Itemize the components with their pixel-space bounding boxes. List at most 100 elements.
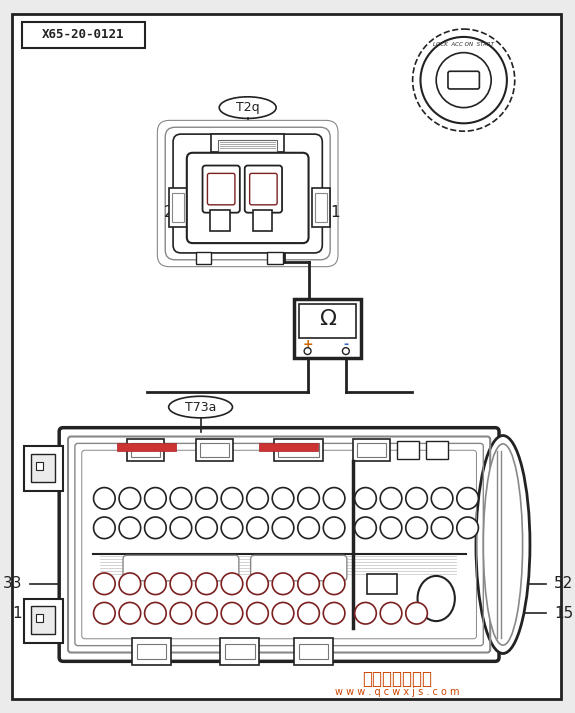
Text: T2q: T2q xyxy=(236,101,259,114)
Bar xyxy=(252,210,272,231)
Circle shape xyxy=(298,517,319,538)
Circle shape xyxy=(119,573,141,595)
Ellipse shape xyxy=(219,97,276,118)
Text: 52: 52 xyxy=(554,576,573,591)
Circle shape xyxy=(221,602,243,624)
Bar xyxy=(172,193,184,222)
Circle shape xyxy=(94,488,115,509)
Text: -: - xyxy=(343,338,348,351)
Ellipse shape xyxy=(417,576,455,621)
Bar xyxy=(367,574,397,594)
Bar xyxy=(312,188,330,227)
Bar xyxy=(169,188,187,227)
Circle shape xyxy=(355,517,376,538)
Circle shape xyxy=(323,573,345,595)
Circle shape xyxy=(196,488,217,509)
Circle shape xyxy=(94,573,115,595)
FancyBboxPatch shape xyxy=(173,134,323,253)
Bar xyxy=(259,443,319,451)
Bar xyxy=(36,462,44,470)
Circle shape xyxy=(144,488,166,509)
Bar xyxy=(24,446,63,491)
Bar xyxy=(196,252,212,264)
FancyBboxPatch shape xyxy=(59,428,499,662)
Circle shape xyxy=(196,602,217,624)
Bar xyxy=(137,644,166,660)
Text: 1: 1 xyxy=(12,606,22,621)
Text: X65-20-0121: X65-20-0121 xyxy=(41,29,124,41)
Circle shape xyxy=(343,348,349,354)
Text: 15: 15 xyxy=(554,606,573,621)
Bar xyxy=(210,210,230,231)
Circle shape xyxy=(298,602,319,624)
FancyBboxPatch shape xyxy=(448,71,480,89)
Circle shape xyxy=(413,29,515,131)
Bar xyxy=(218,140,277,152)
Text: LOCK  ACC ON  START: LOCK ACC ON START xyxy=(433,42,494,47)
Circle shape xyxy=(355,602,376,624)
Bar xyxy=(397,441,419,459)
Circle shape xyxy=(355,488,376,509)
Circle shape xyxy=(247,573,269,595)
Circle shape xyxy=(431,517,453,538)
Circle shape xyxy=(170,602,191,624)
Circle shape xyxy=(144,602,166,624)
Bar xyxy=(127,439,164,461)
Circle shape xyxy=(119,488,141,509)
Circle shape xyxy=(380,488,402,509)
Text: T73a: T73a xyxy=(185,401,216,414)
FancyBboxPatch shape xyxy=(165,127,330,260)
Bar xyxy=(278,443,319,457)
Circle shape xyxy=(272,573,294,595)
Text: 1: 1 xyxy=(330,205,340,220)
Bar xyxy=(196,439,233,461)
Circle shape xyxy=(457,517,478,538)
FancyBboxPatch shape xyxy=(208,173,235,205)
Ellipse shape xyxy=(476,436,530,654)
Text: 33: 33 xyxy=(2,576,22,591)
Circle shape xyxy=(323,488,345,509)
Circle shape xyxy=(380,602,402,624)
Circle shape xyxy=(247,517,269,538)
Circle shape xyxy=(406,488,427,509)
Circle shape xyxy=(431,488,453,509)
Circle shape xyxy=(119,602,141,624)
Circle shape xyxy=(298,573,319,595)
Bar xyxy=(294,299,361,358)
Bar xyxy=(294,638,333,665)
FancyBboxPatch shape xyxy=(123,555,239,581)
Circle shape xyxy=(170,573,191,595)
Bar xyxy=(131,443,160,457)
Bar xyxy=(356,443,386,457)
FancyBboxPatch shape xyxy=(158,120,338,267)
Bar xyxy=(220,638,259,665)
Circle shape xyxy=(94,517,115,538)
Bar xyxy=(30,606,55,634)
Circle shape xyxy=(272,602,294,624)
Text: +: + xyxy=(302,338,313,351)
FancyBboxPatch shape xyxy=(187,153,309,243)
Circle shape xyxy=(94,602,115,624)
Circle shape xyxy=(144,517,166,538)
Circle shape xyxy=(298,488,319,509)
Bar xyxy=(132,638,171,665)
Bar xyxy=(212,134,284,152)
Circle shape xyxy=(272,488,294,509)
Text: Ω: Ω xyxy=(319,309,336,329)
Text: w w w . q c w x j s . c o m: w w w . q c w x j s . c o m xyxy=(335,687,459,697)
Circle shape xyxy=(420,37,507,123)
Bar xyxy=(200,443,229,457)
Bar xyxy=(225,644,255,660)
Bar xyxy=(352,439,390,461)
Ellipse shape xyxy=(168,396,232,418)
Circle shape xyxy=(196,517,217,538)
Bar xyxy=(299,304,356,339)
Circle shape xyxy=(247,602,269,624)
Circle shape xyxy=(170,517,191,538)
Circle shape xyxy=(247,488,269,509)
FancyBboxPatch shape xyxy=(202,165,240,212)
FancyBboxPatch shape xyxy=(251,555,347,581)
Circle shape xyxy=(380,517,402,538)
FancyBboxPatch shape xyxy=(250,173,277,205)
Circle shape xyxy=(436,53,491,108)
